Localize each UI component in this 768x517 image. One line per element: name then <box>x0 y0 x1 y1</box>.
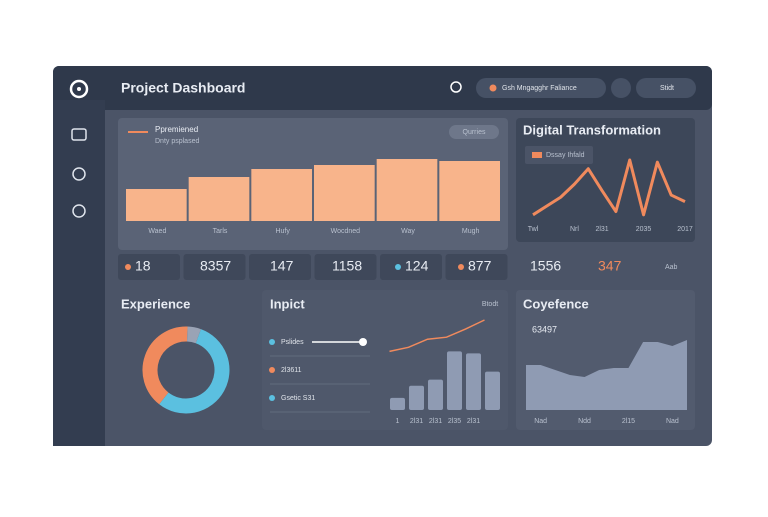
nav-icon[interactable] <box>72 204 86 218</box>
logo[interactable] <box>69 79 89 99</box>
label: Ndd <box>578 418 591 425</box>
label: Twl <box>528 226 539 233</box>
bar <box>409 385 424 410</box>
legend-dot <box>269 395 275 401</box>
label: 1158 <box>332 258 362 274</box>
slider-knob <box>359 338 367 346</box>
bar <box>314 165 375 221</box>
label: 2l31 <box>467 418 480 425</box>
label: 147 <box>270 258 294 274</box>
label: Qurries <box>463 129 486 136</box>
search-pill[interactable] <box>476 78 606 98</box>
logo-dot <box>77 87 81 91</box>
filter-btn[interactable] <box>449 125 499 139</box>
label: 2l3611 <box>281 367 302 374</box>
bar <box>428 379 443 410</box>
donut-segment <box>186 326 201 344</box>
button[interactable] <box>636 78 696 98</box>
label: 2l31 <box>595 226 608 233</box>
donut-segment <box>159 329 230 414</box>
bar <box>126 189 187 221</box>
stat-dot <box>458 264 464 270</box>
bar <box>251 169 312 221</box>
label: Inpict <box>270 296 305 311</box>
label: Wocdned <box>331 228 361 235</box>
label: 63497 <box>532 324 557 334</box>
stat-box <box>314 254 377 280</box>
label: 2035 <box>636 226 652 233</box>
nav-icon[interactable] <box>71 128 87 141</box>
label: Nad <box>534 418 547 425</box>
bar <box>376 159 438 221</box>
icon-btn[interactable] <box>611 78 631 98</box>
label: Gsetic S31 <box>281 395 315 402</box>
line <box>532 158 686 217</box>
stat-box <box>118 254 180 280</box>
bar <box>447 351 462 410</box>
button-text: Stidt <box>660 85 674 92</box>
search-icon[interactable] <box>450 81 462 93</box>
stat-dot <box>125 264 131 270</box>
label: 2017 <box>677 226 693 233</box>
stat-dot <box>395 264 401 270</box>
bar <box>390 397 405 410</box>
legend-dot <box>269 339 275 345</box>
label: Digital Transformation <box>523 122 661 137</box>
label: Aab <box>665 264 678 271</box>
stat-box <box>445 254 508 280</box>
pill-dot <box>489 84 497 92</box>
search-text: Gsh Mngagghr Faliance <box>502 85 577 92</box>
label: Dnty psplased <box>155 138 199 145</box>
sidebar <box>53 100 105 446</box>
header <box>53 66 712 110</box>
bar <box>439 161 500 221</box>
bar <box>466 353 481 410</box>
legend-box <box>525 146 593 164</box>
stat-box <box>380 254 442 280</box>
label: 1 <box>396 418 400 425</box>
header-title: Project Dashboard <box>121 80 245 96</box>
stat-box <box>183 254 246 280</box>
label: Waed <box>148 228 166 235</box>
legend-swatch <box>532 152 542 158</box>
label: Nad <box>666 418 679 425</box>
label: 2l31 <box>429 418 442 425</box>
panel <box>262 290 508 430</box>
label: Ppremiened <box>155 125 198 134</box>
donut-segment <box>142 326 188 405</box>
legend-line <box>128 131 148 133</box>
label: Btodt <box>482 301 498 308</box>
label: Pslides <box>281 339 304 346</box>
label: 8357 <box>200 258 231 274</box>
legend-dot <box>269 367 275 373</box>
label: Mugh <box>462 228 480 235</box>
label: 124 <box>405 258 429 274</box>
area <box>526 340 687 410</box>
label: 1556 <box>530 258 561 274</box>
label: Nrl <box>570 226 579 233</box>
label: Experience <box>121 296 190 311</box>
label: 2l31 <box>410 418 423 425</box>
label: 2l15 <box>622 418 635 425</box>
label: Tarls <box>213 228 228 235</box>
stat-box <box>249 254 311 280</box>
line <box>389 319 485 353</box>
label: 2l35 <box>448 418 461 425</box>
label: 18 <box>135 258 151 274</box>
bar <box>485 371 500 410</box>
bar <box>188 177 250 221</box>
label: 877 <box>468 258 492 274</box>
label: 347 <box>598 258 622 274</box>
label: Dssay Ihfald <box>546 152 585 159</box>
nav-icon[interactable] <box>72 167 86 181</box>
label: Hufy <box>275 228 290 235</box>
label: Way <box>401 228 415 235</box>
label: Coyefence <box>523 296 589 311</box>
